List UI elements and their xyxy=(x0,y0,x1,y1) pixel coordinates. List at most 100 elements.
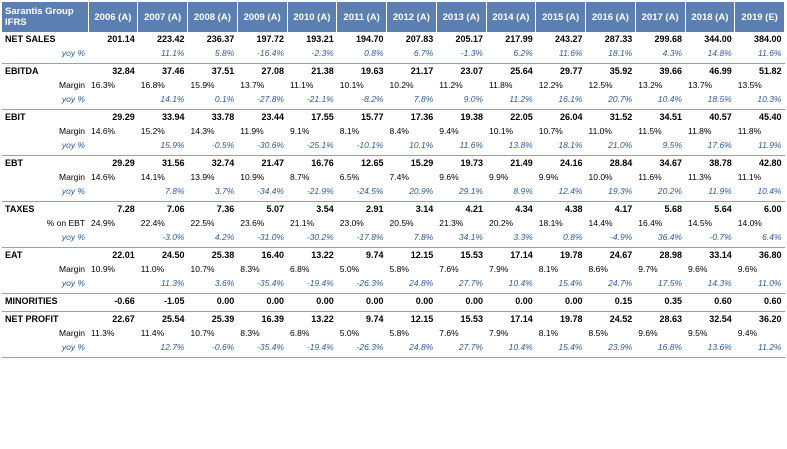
table-cell: 9.4% xyxy=(737,328,758,338)
table-cell: 9.5% xyxy=(662,140,682,150)
table-cell: 14.8% xyxy=(707,48,732,58)
table-cell: 36.80 xyxy=(758,250,782,260)
table-cell: 11.3% xyxy=(161,278,185,288)
table-cell: 16.8% xyxy=(657,342,682,352)
table-cell: 25.54 xyxy=(161,314,185,324)
table-cell: 19.78 xyxy=(559,250,583,260)
table-cell: 3.6% xyxy=(214,278,235,288)
table-cell: 15.9% xyxy=(160,140,185,150)
table-cell: 34.51 xyxy=(659,112,682,122)
table-cell: 10.7% xyxy=(190,264,215,274)
financial-summary-table: Sarantis Group IFRS 2006 (A) 2007 (A) 2008… xyxy=(2,2,785,358)
table-cell: 7.9% xyxy=(489,264,509,274)
table-cell: 20.7% xyxy=(608,94,633,104)
table-cell: 8.1% xyxy=(339,126,360,136)
table-cell: 10.4% xyxy=(508,342,533,352)
table-cell: 11.0% xyxy=(588,126,612,136)
table-cell: 11.8% xyxy=(489,80,513,90)
table-cell: 9.6% xyxy=(688,264,708,274)
table-cell: 32.84 xyxy=(112,66,135,76)
row-label: EBIT xyxy=(5,112,26,122)
table-cell xyxy=(88,46,138,60)
table-cell: -0.6% xyxy=(212,342,235,352)
table-cell: 10.1% xyxy=(489,126,514,136)
year-header: 2012 (A) xyxy=(386,2,437,32)
row-label: NET SALES xyxy=(5,34,56,44)
header-row: Sarantis Group IFRS 2006 (A) 2007 (A) 2008… xyxy=(2,2,785,32)
table-cell: 7.28 xyxy=(117,204,135,214)
table-cell: 19.38 xyxy=(460,112,483,122)
row-label: TAXES xyxy=(5,204,35,214)
table-cell: 197.72 xyxy=(256,34,284,44)
row-label: EBT xyxy=(5,158,23,168)
table-cell: 15.77 xyxy=(360,112,384,122)
table-cell: 11.1% xyxy=(737,172,762,182)
table-cell: -30.2% xyxy=(306,232,334,242)
table-cell: 9.5% xyxy=(688,328,708,338)
year-header: 2015 (A) xyxy=(535,2,586,32)
table-cell: 33.78 xyxy=(211,112,235,122)
table-cell: 19.73 xyxy=(460,158,483,168)
table-cell: 22.05 xyxy=(510,112,533,122)
table-cell: 4.2% xyxy=(214,232,235,242)
table-cell: 16.4% xyxy=(638,218,663,228)
table-cell: 9.6% xyxy=(737,264,758,274)
row-label: Margin xyxy=(59,172,85,182)
table-cell: 5.8% xyxy=(389,328,409,338)
table-cell xyxy=(88,184,138,198)
table-cell xyxy=(88,138,138,152)
year-header: 2014 (A) xyxy=(486,2,537,32)
table-cell: 18.1% xyxy=(558,140,583,150)
table-cell: 21.38 xyxy=(311,66,334,76)
table-cell: 6.8% xyxy=(290,264,310,274)
table-cell: -19.4% xyxy=(306,342,334,352)
table-cell: 23.9% xyxy=(608,342,633,352)
table-cell: 24.50 xyxy=(161,250,185,260)
table-cell: 0.00 xyxy=(316,296,334,306)
table-cell: 207.83 xyxy=(405,34,434,44)
year-header: 2007 (A) xyxy=(137,2,188,32)
table-cell: 19.78 xyxy=(559,314,583,324)
row-label: yoy % xyxy=(61,48,85,58)
table-cell: 0.00 xyxy=(216,296,235,306)
ratio-row: % on EBT 24.9% 22.4% 22.5% 23.6% 21.1% 23.0% 20… xyxy=(2,216,785,230)
group-divider xyxy=(2,244,785,248)
table-cell: 37.51 xyxy=(211,66,235,76)
table-cell: 8.4% xyxy=(389,126,409,136)
yoy-row: yoy % -3.0% 4.2% -31.0% -30.2% -17.8% 7.8% 34.1… xyxy=(2,230,785,244)
divider-line xyxy=(2,290,785,294)
table-cell: 18.1% xyxy=(608,48,633,58)
table-cell: 5.64 xyxy=(714,204,732,214)
table-cell: 243.27 xyxy=(554,34,583,44)
table-cell: 6.7% xyxy=(413,48,434,58)
group-divider xyxy=(2,106,785,110)
table-cell: 23.6% xyxy=(240,218,265,228)
table-cell: -30.6% xyxy=(257,140,284,150)
table-cell: 15.9% xyxy=(190,80,215,90)
table-cell: 11.3% xyxy=(91,328,115,338)
table-cell: 16.8% xyxy=(140,80,165,90)
ratio-row: Margin 14.6% 14.1% 13.9% 10.9% 8.7% 6.5% 7.4% 9.… xyxy=(2,170,785,184)
metric-row: NET PROFIT 22.67 25.54 25.39 16.39 13.22 9.74 1… xyxy=(2,312,785,327)
table-cell: 6.4% xyxy=(762,232,782,242)
table-cell: 217.99 xyxy=(505,34,533,44)
table-cell: 15.53 xyxy=(460,314,483,324)
table-cell: 10.1% xyxy=(339,80,364,90)
metric-row: EBT 29.29 31.56 32.74 21.47 16.76 12.65 15.29 19… xyxy=(2,156,785,171)
table-cell: 9.6% xyxy=(638,328,658,338)
table-cell: 16.1% xyxy=(558,94,583,104)
table-cell: 11.9% xyxy=(240,126,264,136)
table-cell: 8.1% xyxy=(538,328,559,338)
table-cell: 7.4% xyxy=(389,172,409,182)
table-cell: 11.6% xyxy=(559,48,583,58)
table-cell: 16.39 xyxy=(261,314,284,324)
metric-row: EAT 22.01 24.50 25.38 16.40 13.22 9.74 12.15 15.… xyxy=(2,248,785,263)
table-cell: 5.8% xyxy=(389,264,409,274)
row-label: yoy % xyxy=(61,186,85,196)
table-cell: 9.4% xyxy=(439,126,459,136)
row-label: yoy % xyxy=(61,278,85,288)
year-header: 2008 (A) xyxy=(187,2,238,32)
table-cell: -16.4% xyxy=(257,48,284,58)
table-cell: 32.54 xyxy=(709,314,732,324)
metric-row: MINORITIES -0.66 -1.05 0.00 0.00 0.00 0.00 0.00… xyxy=(2,294,785,309)
